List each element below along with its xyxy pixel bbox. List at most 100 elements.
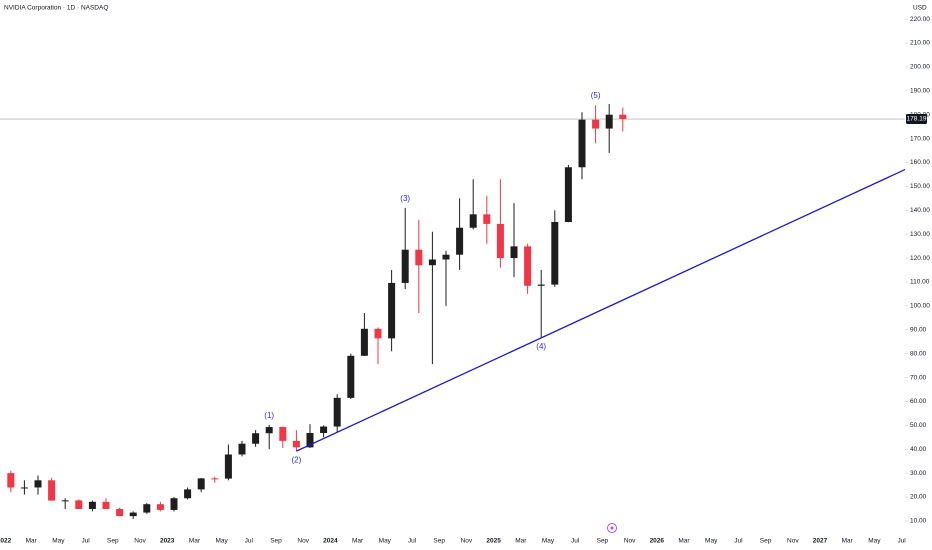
- x-tick-label: Sep: [433, 538, 445, 545]
- plot-area: [0, 103, 905, 520]
- candle-body: [333, 397, 341, 427]
- x-tick-label: Sep: [270, 538, 282, 545]
- x-tick-label: Mar: [189, 538, 201, 545]
- candle-body: [388, 282, 396, 339]
- candle-body: [469, 214, 477, 228]
- chart-title: NVIDIA Corporation · 1D · NASDAQ: [4, 5, 108, 12]
- candle-body: [252, 433, 260, 444]
- candle-body: [116, 508, 124, 517]
- candle-body: [75, 500, 83, 509]
- x-tick-label: May: [868, 538, 881, 545]
- candle-body: [483, 214, 491, 224]
- y-tick-label: 190.00: [910, 88, 930, 95]
- x-tick-label: Mar: [26, 538, 38, 545]
- candle-body: [551, 221, 559, 285]
- x-tick-label: Jul: [734, 538, 743, 545]
- candle-body: [129, 512, 137, 517]
- candle-body: [592, 119, 600, 129]
- candle-body: [374, 328, 382, 339]
- candle-body: [605, 114, 613, 129]
- x-tick-label: Nov: [461, 538, 473, 545]
- event-marker-dot: [610, 526, 614, 530]
- candle-body: [456, 227, 464, 255]
- x-tick-label: Mar: [842, 538, 854, 545]
- y-tick-label: 210.00: [910, 40, 930, 47]
- candle-body: [415, 249, 423, 266]
- y-tick-label: 80.00: [910, 350, 927, 357]
- x-tick-label: 2024: [323, 538, 338, 545]
- y-tick-label: 130.00: [910, 231, 930, 238]
- candle-body: [48, 480, 56, 501]
- candle-body: [360, 328, 368, 356]
- x-tick-label: Jul: [571, 538, 580, 545]
- candle-body: [428, 259, 436, 266]
- x-tick-label: 2023: [160, 538, 175, 545]
- y-tick-label: 10.00: [910, 518, 927, 525]
- y-tick-label: 120.00: [910, 255, 930, 262]
- x-tick-label: Jul: [245, 538, 254, 545]
- x-tick-label: May: [52, 538, 65, 545]
- candle-body: [292, 440, 300, 448]
- event-icon[interactable]: [607, 523, 617, 533]
- x-tick-label: Jul: [408, 538, 417, 545]
- candle-body: [401, 249, 409, 283]
- y-tick-label: 160.00: [910, 159, 930, 166]
- candle-body: [279, 427, 287, 441]
- candle-body: [524, 246, 532, 286]
- y-tick-label: 200.00: [910, 64, 930, 71]
- y-tick-label: 90.00: [910, 326, 927, 333]
- x-tick-label: May: [379, 538, 392, 545]
- candle-body: [442, 254, 450, 260]
- x-tick-label: 2022: [0, 538, 12, 545]
- candle-body: [61, 500, 69, 502]
- candle-body: [224, 454, 232, 479]
- candle-body: [20, 487, 28, 489]
- x-tick-label: 2027: [813, 538, 828, 545]
- x-tick-label: Jul: [81, 538, 90, 545]
- x-tick-label: Nov: [624, 538, 636, 545]
- y-tick-label: 110.00: [910, 279, 930, 286]
- x-tick-label: May: [215, 538, 228, 545]
- wave-label: (4): [536, 342, 546, 351]
- y-tick-label: 220.00: [910, 16, 930, 23]
- x-tick-label: Sep: [597, 538, 609, 545]
- y-tick-label: 70.00: [910, 374, 927, 381]
- wave-label: (5): [591, 91, 601, 100]
- x-tick-label: Sep: [107, 538, 119, 545]
- x-tick-label: Mar: [515, 538, 527, 545]
- x-tick-label: Sep: [760, 538, 772, 545]
- candle-body: [306, 432, 314, 448]
- y-tick-label: 20.00: [910, 494, 927, 501]
- candle-body: [238, 443, 246, 455]
- x-tick-label: 2025: [486, 538, 501, 545]
- x-tick-label: 2026: [650, 538, 665, 545]
- y-tick-label: 170.00: [910, 135, 930, 142]
- y-tick-label: 40.00: [910, 446, 927, 453]
- x-tick-label: Jul: [897, 538, 906, 545]
- candle-body: [102, 501, 110, 509]
- y-tick-label: 30.00: [910, 470, 927, 477]
- candle-body: [496, 223, 504, 259]
- candle-body: [143, 504, 151, 513]
- last-price-label: 178.19: [907, 116, 927, 123]
- candle-body: [265, 427, 273, 434]
- wave-label: (1): [264, 411, 274, 420]
- candle-body: [170, 498, 178, 510]
- wave-label: (3): [400, 194, 410, 203]
- y-tick-label: 140.00: [910, 207, 930, 214]
- candle-body: [211, 478, 219, 480]
- trendline: [296, 168, 905, 452]
- candle-body: [347, 355, 355, 398]
- x-tick-label: May: [542, 538, 555, 545]
- x-tick-label: Mar: [352, 538, 364, 545]
- candle-body: [619, 114, 627, 120]
- y-tick-label: 50.00: [910, 422, 927, 429]
- x-tick-label: Nov: [787, 538, 799, 545]
- candle-body: [510, 246, 518, 259]
- candle-body: [34, 480, 42, 488]
- candle-body: [184, 489, 192, 499]
- candle-body: [578, 119, 586, 168]
